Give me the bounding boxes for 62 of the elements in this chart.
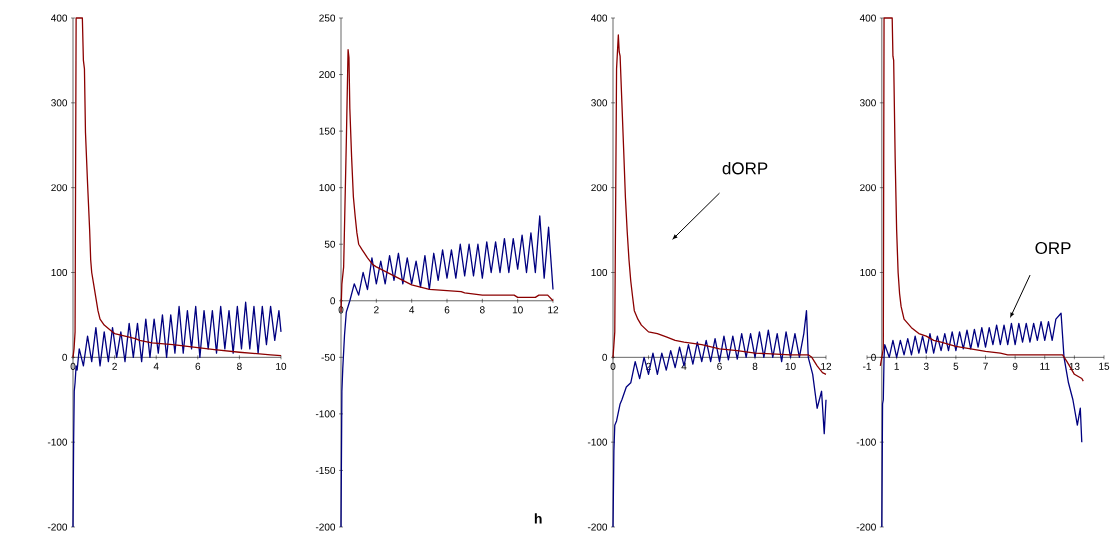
x-tick-label: 8 [237, 362, 242, 370]
x-tick-label: 6 [717, 362, 722, 370]
y-tick-label: -100 [856, 438, 876, 446]
y-tick-label: 200 [319, 71, 336, 79]
y-tick-label: 300 [51, 99, 68, 107]
y-tick-label: -50 [321, 353, 336, 361]
x-tick-label: 13 [1069, 362, 1080, 370]
y-tick-label: 100 [860, 268, 876, 277]
y-tick-label: 300 [591, 99, 608, 107]
x-tick-label: 4 [153, 362, 159, 370]
x-tick-label: 10 [276, 362, 287, 370]
annotation: ORP [1035, 242, 1071, 255]
x-tick-label: 11 [1040, 362, 1050, 370]
x-tick-label: 15 [1099, 362, 1110, 370]
x-tick-label: 8 [752, 362, 758, 370]
y-tick-label: -100 [587, 438, 608, 446]
x-tick-label: 6 [195, 362, 201, 370]
y-tick-label: 0 [602, 353, 608, 361]
y-tick-label: 50 [324, 240, 336, 248]
y-tick-label: 0 [871, 353, 876, 361]
line-series [72, 17, 282, 358]
y-tick-label: 0 [62, 353, 68, 361]
y-tick-label: 100 [51, 268, 68, 277]
y-tick-label: 300 [859, 99, 876, 107]
y-tick-label: 400 [591, 14, 608, 22]
x-tick-label: 10 [785, 362, 796, 370]
x-tick-label: 8 [480, 306, 485, 314]
x-tick-label: 5 [953, 362, 959, 370]
x-tick-label: 2 [112, 362, 117, 370]
y-tick-label: -100 [315, 410, 336, 418]
annotation: dORP [722, 161, 768, 175]
x-tick-label: 4 [409, 306, 415, 314]
y-tick-label: 200 [860, 184, 876, 192]
x-tick-label: 2 [374, 306, 379, 314]
x-tick-label: 6 [444, 306, 450, 314]
y-tick-label: 100 [591, 268, 608, 277]
x-tick-label: 12 [548, 306, 559, 314]
y-tick-label: 0 [330, 297, 336, 305]
y-tick-label: 200 [51, 184, 68, 192]
line-series [881, 312, 1083, 528]
y-tick-label: 400 [859, 14, 876, 22]
x-tick-label: 0 [70, 362, 76, 370]
y-tick-label: 150 [319, 127, 336, 135]
y-tick-label: 100 [319, 184, 336, 192]
y-tick-label: -200 [47, 523, 68, 531]
x-tick-label: 7 [983, 362, 988, 370]
y-tick-label: 400 [51, 14, 68, 22]
y-tick-label: -200 [856, 523, 876, 531]
y-tick-label: 250 [319, 14, 336, 22]
y-tick-label: -100 [47, 438, 68, 446]
x-tick-label: 10 [512, 306, 523, 314]
y-tick-label: 200 [591, 184, 608, 192]
x-tick-label: -1 [863, 362, 871, 370]
x-tick-label: 3 [923, 362, 929, 370]
x-tick-label: 12 [821, 362, 832, 370]
x-tick-label: 1 [894, 362, 899, 370]
y-tick-label: -150 [315, 466, 336, 474]
y-tick-label: -200 [315, 523, 336, 531]
x-tick-label: 9 [1012, 362, 1018, 370]
x-axis-title: h [534, 513, 542, 524]
y-tick-label: -200 [587, 523, 608, 531]
x-tick-label: 0 [610, 362, 616, 370]
